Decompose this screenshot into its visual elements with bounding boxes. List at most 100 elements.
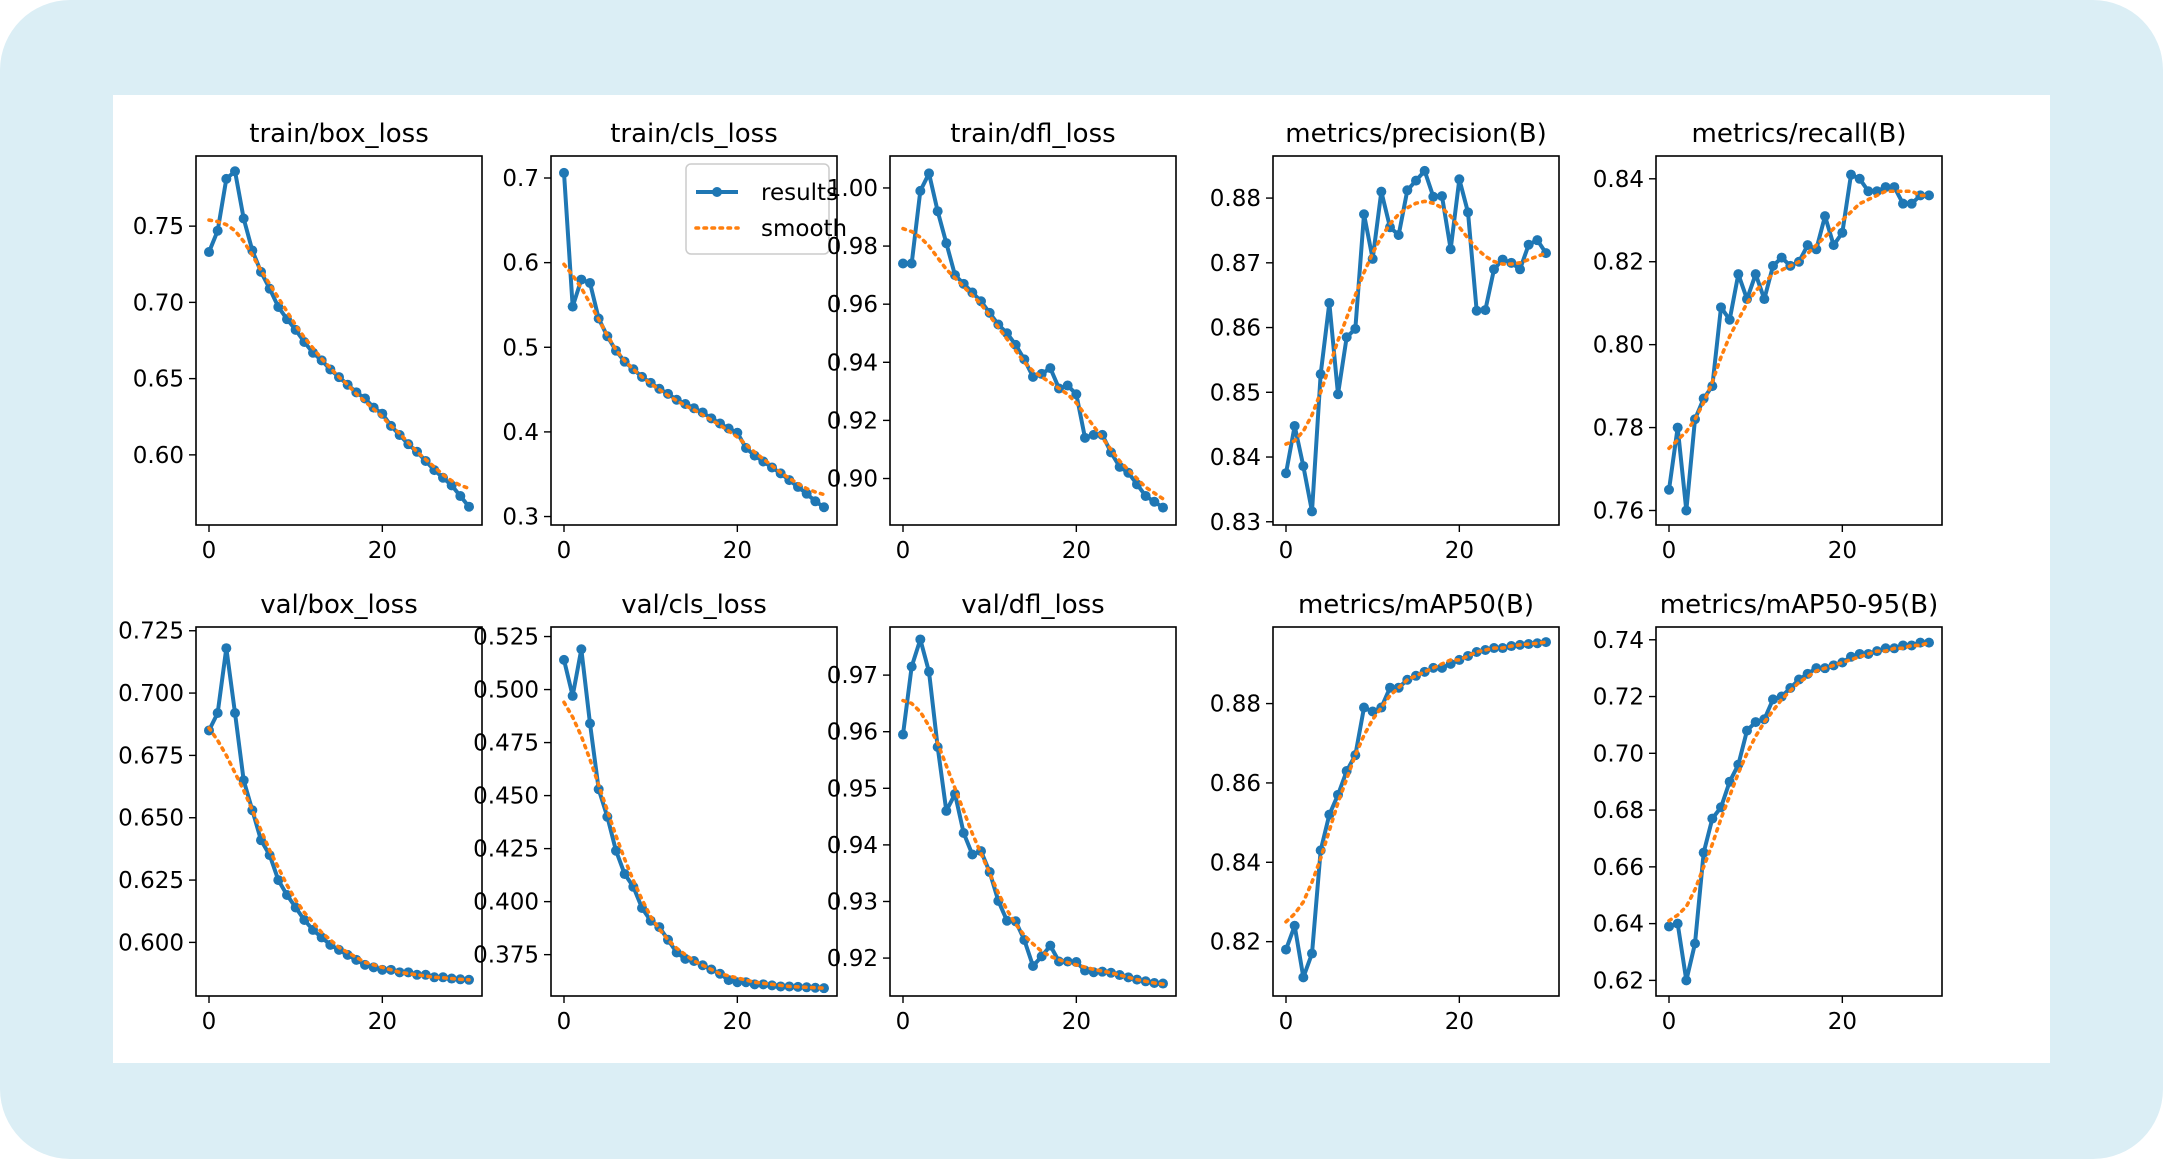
y-tick-label: 0.88 bbox=[1210, 692, 1261, 718]
x-tick-label: 20 bbox=[723, 538, 752, 564]
results-point bbox=[1828, 240, 1839, 251]
results-point bbox=[1376, 186, 1387, 197]
results-point bbox=[299, 914, 310, 925]
y-tick-label: 0.93 bbox=[827, 889, 878, 915]
y-tick-label: 0.84 bbox=[1210, 445, 1261, 471]
y-tick-label: 0.83 bbox=[1210, 510, 1261, 536]
results-point bbox=[1289, 420, 1300, 431]
results-point bbox=[1854, 173, 1865, 184]
results-point bbox=[1480, 305, 1491, 316]
results-point bbox=[932, 206, 943, 217]
y-tick-label: 0.92 bbox=[827, 408, 878, 434]
results-point bbox=[1385, 682, 1395, 693]
results-point bbox=[801, 488, 812, 499]
results-point bbox=[1333, 389, 1343, 400]
results-point bbox=[1437, 191, 1447, 202]
y-tick-label: 0.76 bbox=[1593, 498, 1644, 524]
results-point bbox=[1149, 496, 1160, 507]
y-tick-label: 0.62 bbox=[1593, 968, 1644, 994]
y-tick-label: 0.475 bbox=[473, 731, 539, 757]
results-point bbox=[1837, 227, 1848, 238]
results-point bbox=[1045, 363, 1056, 374]
results-point bbox=[1724, 776, 1735, 787]
y-tick-label: 0.4 bbox=[502, 420, 539, 446]
results-point bbox=[1820, 211, 1830, 222]
results-point bbox=[1158, 502, 1168, 513]
results-point bbox=[915, 634, 926, 645]
results-point bbox=[221, 643, 232, 654]
y-tick-label: 0.95 bbox=[827, 776, 878, 802]
x-tick-label: 20 bbox=[368, 1009, 397, 1035]
y-tick-label: 0.82 bbox=[1210, 930, 1261, 956]
results-point bbox=[230, 708, 240, 719]
chart-title: metrics/mAP50(B) bbox=[1298, 590, 1534, 620]
results-point bbox=[611, 845, 621, 856]
y-tick-label: 0.500 bbox=[473, 678, 539, 704]
results-point bbox=[1681, 505, 1692, 516]
smooth-line bbox=[901, 698, 1165, 986]
results-point bbox=[1750, 717, 1761, 728]
results-point bbox=[1664, 484, 1674, 495]
y-tick-label: 0.78 bbox=[1593, 416, 1644, 442]
results-point bbox=[316, 932, 327, 943]
y-tick-label: 0.450 bbox=[473, 784, 539, 810]
results-point bbox=[1802, 240, 1813, 251]
x-tick-label: 20 bbox=[1828, 1009, 1857, 1035]
results-point bbox=[1140, 490, 1151, 501]
plot-area bbox=[1272, 155, 1560, 526]
y-tick-label: 0.650 bbox=[118, 806, 184, 832]
x-tick-label: 0 bbox=[896, 538, 911, 564]
results-point bbox=[1028, 371, 1038, 382]
x-tick-label: 0 bbox=[557, 538, 572, 564]
y-tick-label: 0.75 bbox=[133, 214, 184, 240]
x-tick-label: 0 bbox=[1279, 1009, 1294, 1035]
y-tick-label: 0.725 bbox=[118, 619, 184, 645]
results-point bbox=[1071, 389, 1082, 400]
x-tick-label: 20 bbox=[1445, 538, 1474, 564]
y-tick-label: 0.94 bbox=[827, 833, 878, 859]
results-point bbox=[1768, 260, 1778, 271]
results-point bbox=[1776, 691, 1787, 702]
results-point bbox=[1298, 972, 1309, 983]
y-tick-label: 0.625 bbox=[118, 868, 184, 894]
smooth-line bbox=[1667, 640, 1931, 923]
chart-title: metrics/precision(B) bbox=[1285, 119, 1546, 149]
x-tick-label: 20 bbox=[1828, 538, 1857, 564]
x-tick-label: 20 bbox=[723, 1009, 752, 1035]
results-point bbox=[308, 347, 318, 358]
results-point bbox=[1716, 802, 1726, 813]
chart-panel-1: train/box_loss 0 20 0.60 0.65 0.70 0.75 bbox=[133, 119, 483, 564]
results-point bbox=[1672, 422, 1683, 433]
results-point bbox=[1733, 759, 1744, 770]
figure-sheet: train/box_loss 0 20 0.60 0.65 0.70 0.75 train/c… bbox=[113, 95, 2050, 1063]
results-point bbox=[1846, 169, 1856, 180]
results-point bbox=[1489, 264, 1499, 275]
results-point bbox=[585, 718, 595, 729]
y-tick-label: 0.85 bbox=[1210, 380, 1261, 406]
results-point bbox=[212, 225, 223, 236]
results-point bbox=[1411, 175, 1421, 186]
chart-title: train/dfl_loss bbox=[950, 119, 1115, 149]
results-point bbox=[1359, 702, 1369, 713]
results-point bbox=[906, 258, 917, 269]
plot-area bbox=[550, 626, 838, 997]
results-point bbox=[819, 983, 829, 994]
results-point bbox=[1289, 920, 1300, 931]
results-point bbox=[1664, 921, 1674, 932]
results-point bbox=[1002, 915, 1012, 926]
results-point bbox=[619, 869, 630, 880]
results-point bbox=[1454, 174, 1465, 185]
chart-title: val/box_loss bbox=[260, 590, 418, 620]
results-point bbox=[1324, 297, 1335, 308]
chart-panel-4: metrics/precision(B) 0 20 0.83 0.84 0.85 0.86 0… bbox=[1210, 119, 1560, 564]
y-tick-label: 0.70 bbox=[133, 290, 184, 316]
chart-title: train/box_loss bbox=[249, 119, 429, 149]
results-point bbox=[906, 661, 917, 672]
results-point bbox=[810, 496, 821, 507]
results-point bbox=[819, 502, 829, 513]
results-point bbox=[1872, 186, 1882, 197]
results-point bbox=[967, 849, 978, 860]
chart-panel-10: metrics/mAP50-95(B) 0 20 0.62 0.64 0.66 0.68 0.… bbox=[1593, 590, 1943, 1035]
y-tick-label: 0.700 bbox=[118, 681, 184, 707]
